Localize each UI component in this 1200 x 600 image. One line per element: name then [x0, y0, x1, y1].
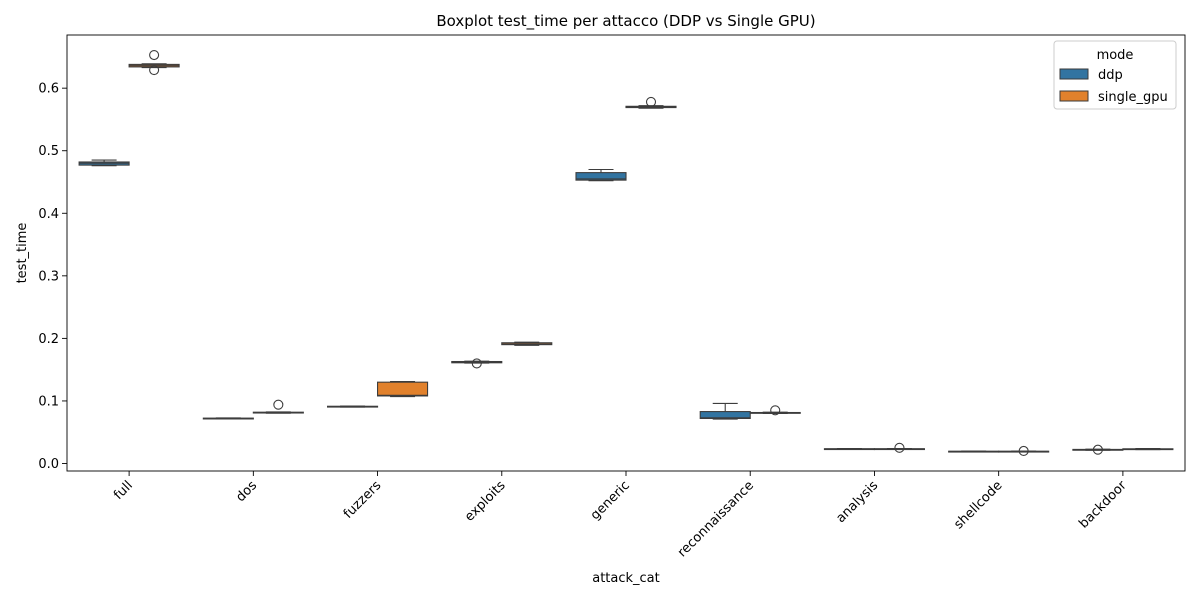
x-tick-label-shellcode: shellcode [951, 478, 1005, 532]
x-tick-label-fuzzers: fuzzers [341, 478, 385, 522]
x-tick-label-backdoor: backdoor [1076, 478, 1130, 532]
outlier-point [770, 405, 781, 416]
box-ddp-analysis [823, 448, 875, 451]
box-single_gpu-analysis [873, 442, 925, 453]
y-tick-label: 0.2 [38, 332, 59, 347]
box-iqr [377, 381, 429, 397]
legend-swatch-ddp [1059, 68, 1089, 80]
y-tick-label: 0.4 [38, 207, 59, 222]
box-single_gpu-fuzzers [377, 380, 429, 398]
x-tick-label-full: full [111, 478, 136, 503]
x-tick-label-reconnaissance: reconnaissance [675, 478, 757, 560]
outlier-point [645, 96, 657, 107]
y-tick-label: 0.0 [38, 457, 59, 472]
outlier-point [149, 49, 160, 61]
box-ddp-fuzzers [327, 405, 379, 408]
y-tick-label: 0.6 [38, 82, 59, 97]
box-ddp-backdoor [1072, 444, 1124, 455]
y-tick-label: 0.5 [38, 144, 59, 159]
box-single_gpu-reconnaissance [749, 405, 801, 416]
box-iqr [575, 172, 627, 181]
box-single_gpu-full [128, 49, 180, 76]
box-iqr [699, 411, 751, 420]
box-single_gpu-backdoor [1122, 448, 1174, 451]
box-ddp-generic [575, 168, 627, 182]
legend-title: mode [1097, 48, 1134, 63]
outlier-point [1018, 445, 1029, 457]
box-ddp-reconnaissance [699, 402, 751, 420]
box-single_gpu-dos [252, 399, 304, 414]
x-tick-label-analysis: analysis [833, 478, 881, 526]
legend-swatch-single-gpu [1059, 90, 1089, 102]
plot-area [78, 49, 1174, 457]
box-ddp-dos [202, 417, 254, 420]
outlier-point [1092, 444, 1103, 455]
y-axis: 0.0 0.1 0.2 0.3 0.4 0.5 0.6 [38, 82, 67, 472]
x-tick-label-exploits: exploits [462, 478, 509, 525]
outlier-point [273, 399, 284, 410]
x-axis-label: attack_cat [592, 571, 660, 586]
legend-label-ddp: ddp [1098, 68, 1123, 83]
series-single_gpu [128, 49, 1174, 457]
axes-frame [66, 34, 1186, 472]
y-tick-label: 0.1 [38, 394, 59, 409]
legend-label-single-gpu: single_gpu [1098, 90, 1168, 105]
box-ddp-exploits [451, 358, 503, 369]
y-axis-label: test_time [15, 223, 30, 284]
series-ddp [78, 159, 1124, 455]
box-single_gpu-shellcode [998, 445, 1050, 457]
box-ddp-shellcode [948, 450, 1000, 453]
box-ddp-full [78, 159, 130, 167]
x-axis: full dos fuzzers exploits generic reconnaissa… [111, 471, 1130, 560]
x-tick-label-generic: generic [588, 478, 633, 523]
box-single_gpu-exploits [501, 341, 553, 346]
chart-title: Boxplot test_time per attacco (DDP vs Si… [436, 12, 815, 31]
y-tick-label: 0.3 [38, 269, 59, 284]
x-tick-label-dos: dos [233, 478, 260, 505]
outlier-point [894, 442, 905, 453]
box-single_gpu-generic [625, 96, 677, 109]
outlier-point [149, 64, 160, 76]
legend: mode ddp single_gpu [1053, 40, 1177, 110]
outlier-point [471, 358, 482, 369]
